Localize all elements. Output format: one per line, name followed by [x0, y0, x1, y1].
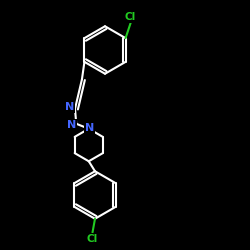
Text: N: N: [66, 120, 76, 130]
Text: N: N: [65, 102, 74, 113]
Text: N: N: [85, 123, 94, 133]
Text: Cl: Cl: [125, 12, 136, 22]
Text: Cl: Cl: [87, 234, 98, 244]
